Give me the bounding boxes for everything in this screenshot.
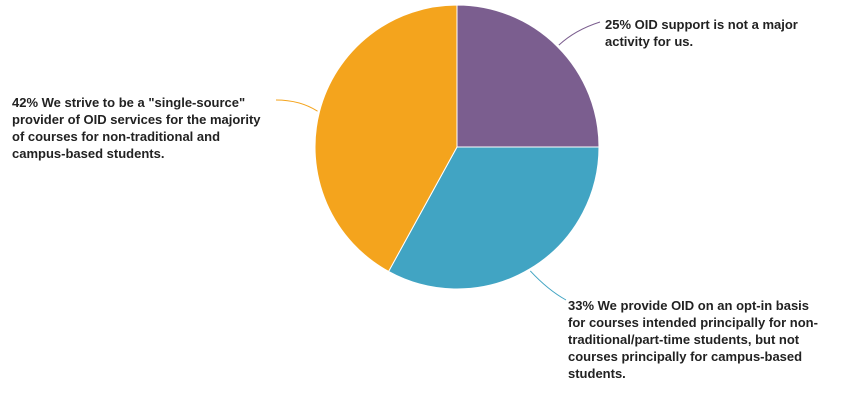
pie-slice-1 xyxy=(387,146,600,290)
slice-label-0: 25% OID support is not a major activity … xyxy=(605,17,798,49)
pie-slice-0 xyxy=(456,4,600,148)
leader-line-0 xyxy=(558,21,601,46)
leader-line-1 xyxy=(529,270,567,301)
slice-label-2: 42% We strive to be a "single-source" pr… xyxy=(12,95,261,161)
leader-line-2 xyxy=(275,99,318,112)
leader-lines xyxy=(275,21,601,301)
pie-slices xyxy=(314,4,600,290)
slice-label-1: 33% We provide OID on an opt-in basis fo… xyxy=(568,298,818,381)
pie-slice-2 xyxy=(314,4,458,273)
